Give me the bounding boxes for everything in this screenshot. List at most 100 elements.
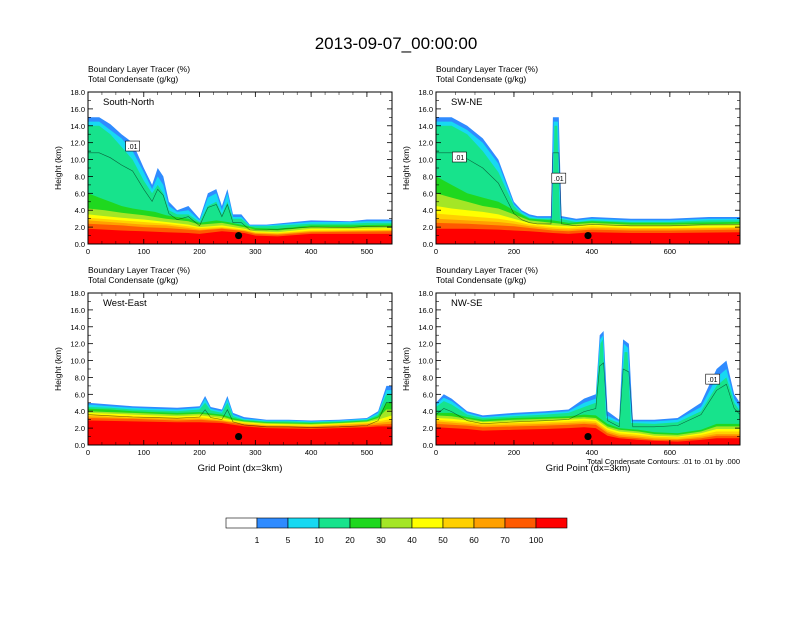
colorbar-label: 10 [314,535,324,545]
y-tick-label: 4.0 [75,206,85,215]
y-tick-label: 8.0 [75,373,85,382]
y-tick-label: 14.0 [70,122,85,131]
panel-sw-ne: Boundary Layer Tracer (%)Total Condensat… [401,64,741,256]
y-axis-label: Height (km) [401,146,411,190]
y-tick-label: 0.0 [75,441,85,450]
y-tick-label: 12.0 [418,139,433,148]
plot-area: .01 .01 [436,117,740,244]
y-tick-label: 16.0 [418,306,433,315]
contour-label-box [705,373,721,385]
panel-nw-se: Boundary Layer Tracer (%) Total Condensat… [401,265,741,474]
panels: Boundary Layer Tracer (%)Total Condensat… [53,64,741,474]
y-axis-label: Height (km) [401,347,411,391]
x-tick-label: 0 [86,247,90,256]
x-axis-label: Grid Point (dx=3km) [546,463,631,474]
y-axis-label: Height (km) [53,347,63,391]
panel-west-east: Boundary Layer Tracer (%)Total Condensat… [53,265,393,474]
location-marker [584,432,592,441]
colorbar-label: 100 [529,535,543,545]
y-tick-label: 2.0 [75,424,85,433]
y-tick-label: 6.0 [423,189,433,198]
contour-label: .01 [708,377,718,384]
contour-label-box [125,140,140,152]
y-tick-label: 2.0 [423,223,433,232]
colorbar-swatch [225,517,258,529]
panel-header-condensate: Total Condensate (g/kg) [88,275,178,285]
y-tick-label: 2.0 [75,223,85,232]
y-tick-label: 6.0 [75,189,85,198]
x-tick-label: 200 [508,448,521,457]
colorbar-swatch [380,517,413,529]
y-tick-label: 14.0 [418,323,433,332]
y-tick-label: 16.0 [70,306,85,315]
x-tick-label: 100 [138,448,151,457]
x-tick-label: 600 [664,247,677,256]
tracer-layer-10 [88,420,392,445]
colorbar-swatch [411,517,444,529]
x-tick-label: 100 [138,247,151,256]
x-tick-label: 200 [193,448,206,457]
panel-header-condensate: Total Condensate (g/kg) [88,74,178,84]
condensate-contour [436,362,740,428]
contour-note: Total Condensate Contours: .01 to .01 by… [587,457,740,466]
y-tick-label: 14.0 [70,323,85,332]
panel-header-tracer: Boundary Layer Tracer (%) [88,265,190,275]
x-tick-label: 200 [193,247,206,256]
y-tick-label: 12.0 [70,340,85,349]
colorbar-swatch [535,517,568,529]
x-tick-label: 400 [305,247,318,256]
colorbar-swatch [256,517,289,529]
y-tick-label: 18.0 [70,289,85,298]
y-tick-label: 4.0 [423,206,433,215]
colorbar-swatch [473,517,506,529]
figure-title: 2013-09-07_00:00:00 [315,34,478,53]
colorbar-label: 20 [345,535,355,545]
y-tick-label: 18.0 [70,88,85,97]
y-tick-label: 14.0 [418,122,433,131]
y-tick-label: 8.0 [423,172,433,181]
colorbar-swatch [349,517,382,529]
x-tick-label: 300 [249,448,262,457]
location-marker [235,231,243,240]
y-axis-label: Height (km) [53,146,63,190]
x-tick-label: 0 [434,448,438,457]
plot-area: .01 [88,117,392,244]
colorbar-label: 1 [255,535,260,545]
x-tick-label: 0 [434,247,438,256]
y-tick-label: 4.0 [75,407,85,416]
y-tick-label: 0.0 [423,240,433,249]
panel-label: South-North [103,97,154,108]
y-tick-label: 12.0 [70,139,85,148]
colorbar-label: 40 [407,535,417,545]
condensate-contour [88,402,392,428]
panel-header-condensate: Total Condensate (g/kg) [436,74,526,84]
y-tick-label: 10.0 [418,156,433,165]
x-tick-label: 0 [86,448,90,457]
condensate-contour [436,152,740,227]
y-tick-label: 12.0 [418,340,433,349]
x-tick-label: 600 [664,448,677,457]
y-tick-label: 8.0 [75,172,85,181]
y-tick-label: 4.0 [423,407,433,416]
y-tick-label: 8.0 [423,373,433,382]
contour-label-box [551,172,567,184]
panel-label: NW-SE [451,298,483,309]
condensate-contour [88,152,392,231]
panel-south-north: Boundary Layer Tracer (%)Total Condensat… [53,64,393,256]
y-tick-label: 2.0 [423,424,433,433]
contour-label: .01 [455,155,465,162]
y-tick-label: 16.0 [418,105,433,114]
location-marker [235,432,243,441]
x-tick-label: 400 [305,448,318,457]
contour-label-box [452,151,467,163]
colorbar-label: 5 [286,535,291,545]
panel-header-tracer: Boundary Layer Tracer (%) [88,64,190,74]
panel-header-tracer: Boundary Layer Tracer (%) [436,265,538,275]
colorbar-label: 30 [376,535,386,545]
colorbar-swatch [287,517,320,529]
colorbar-swatch [504,517,537,529]
panel-label: SW-NE [451,97,483,108]
x-tick-label: 500 [361,448,374,457]
y-tick-label: 10.0 [70,156,85,165]
